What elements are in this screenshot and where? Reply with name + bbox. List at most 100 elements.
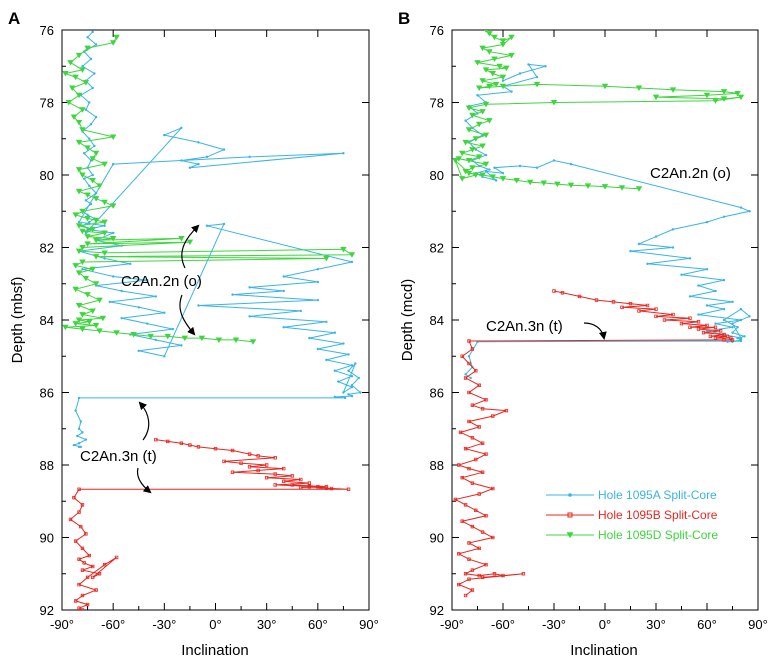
panel-b-hole-1095d-point [479, 45, 486, 52]
panel-b-hole-1095d-point [476, 154, 483, 160]
panel-b-hole-1095d-point [486, 83, 493, 90]
panel-a-hole-1095d-point [89, 156, 96, 162]
panel-b-y-tick-label: 78 [430, 96, 444, 111]
panel-b-hole-1095a-point [697, 313, 700, 316]
panel-b-hole-1095b-point [679, 321, 684, 326]
panel-b-hole-1095a-point [688, 295, 692, 298]
panel-b-hole-1095d-point [499, 38, 507, 44]
panel-b-hole-1095b-point [467, 361, 471, 366]
panel-b-hole-1095b-point [696, 320, 701, 324]
panel-a-hole-1095a-point [325, 358, 328, 362]
panel-b-hole-1095b-point [457, 582, 461, 587]
panel-b-hole-1095d-point [652, 94, 660, 101]
panel-a-hole-1095a-point [93, 72, 96, 75]
panel-a-arrow-down-c2an2n [179, 294, 196, 336]
panel-a-hole-1095d-point [96, 328, 103, 334]
panel-a-hole-1095a-point [94, 43, 98, 46]
panel-a-hole-1095a-point [342, 342, 345, 345]
panel-a-hole-1095b-point [273, 472, 277, 476]
panel-a-hole-1095a-point [337, 380, 340, 383]
panel-a-hole-1095a-point [180, 126, 183, 130]
panel-a-hole-1095a-point [222, 148, 226, 151]
panel-b-letter: B [398, 9, 410, 28]
panel-b-hole-1095a-point [731, 326, 734, 329]
panel-b-hole-1095a-point [484, 170, 488, 173]
panel-a-hole-1095d-point [101, 199, 108, 206]
panel-a-hole-1095d-point [198, 335, 206, 342]
panel-a-hole-1095d-point [72, 263, 79, 269]
panel-b-hole-1095d-point [513, 177, 520, 184]
panel-b-hole-1095b-point [504, 408, 509, 413]
panel-b-hole-1095b-point [460, 354, 464, 358]
panel-a-hole-1095a-point [79, 420, 82, 423]
panel-a-hole-1095a-point [357, 376, 360, 380]
panel-b-hole-1095b-line [453, 290, 734, 596]
panel-b-hole-1095d-point [601, 83, 609, 90]
panel-a-hole-1095b-point [68, 517, 73, 522]
panel-b-hole-1095b-point [713, 325, 718, 329]
panel-a-hole-1095b-point [319, 485, 323, 490]
panel-a-hole-1095a-point [137, 306, 140, 309]
panel-b-hole-1095a-point [722, 318, 726, 322]
panel-b-hole-1095b-point [654, 314, 658, 319]
panel-b-hole-1095d-point [479, 143, 486, 149]
panel-b-hole-1095d-point [491, 56, 498, 62]
panel-b-hole-1095a-point [518, 164, 522, 168]
panel-b-hole-1095a-point [736, 326, 739, 329]
panel-b-hole-1095a-point [510, 90, 513, 93]
panel-b: B -90° -60° -30° 0° 30° 60° 90° 76 78 80 82 84 86 88 9… [398, 9, 768, 659]
panel-a-hole-1095d-point [84, 292, 91, 298]
panel-a-hole-1095a-point [163, 355, 166, 358]
panel-a-hole-1095a-point [146, 278, 149, 282]
panel-b-hole-1095a-point [739, 339, 743, 343]
panel-a-hole-1095a-point [350, 374, 354, 378]
panel-b-hole-1095a-point [722, 278, 726, 282]
panel-b-hole-1095a-point [714, 289, 717, 293]
panel-a-hole-1095d-point [92, 217, 100, 224]
panel-a-hole-1095a-point [197, 162, 200, 166]
panel-a-hole-1095b-point [84, 532, 88, 536]
panel-a-hole-1095d-point [92, 196, 100, 202]
panel-a-hole-1095d-point [109, 40, 117, 46]
panel-a-hole-1095d-point [75, 303, 83, 309]
panel-a-hole-1095d-point [101, 219, 108, 226]
panel-a-hole-1095b-point [80, 546, 85, 551]
panel-a-hole-1095a-point [197, 304, 200, 307]
panel-a-hole-1095d-point [82, 80, 90, 86]
panel-a-hole-1095d-point [92, 281, 100, 287]
panel-b-hole-1095d-point [703, 92, 711, 99]
panel-a-annotation-c2an3n: C2An.3n (t) [80, 448, 157, 465]
panel-a-hole-1095b-point [114, 555, 119, 560]
panel-a-hole-1095b-point [77, 510, 81, 514]
panel-b-y-tick-label: 76 [430, 23, 444, 38]
panel-b-hole-1095a-point [527, 63, 530, 66]
panel-a-hole-1095d-point [82, 275, 90, 282]
panel-b-hole-1095d-point [712, 98, 719, 104]
panel-a-hole-1095b-point [273, 483, 277, 487]
panel-b-hole-1095d-point [508, 34, 515, 41]
panel-a-hole-1095a-point [91, 86, 94, 90]
panel-b-hole-1095b-point [470, 403, 475, 407]
panel-a-hole-1095b-point [166, 439, 170, 444]
panel-b-hole-1095a-point [714, 322, 717, 325]
panel-a-hole-1095a-point [86, 213, 89, 217]
panel-a-hole-1095a-point [111, 162, 115, 166]
panel-b-hole-1095b-point [654, 307, 658, 311]
panel-a-hole-1095a-point [84, 231, 88, 235]
panel-b-hole-1095b-point [474, 508, 478, 513]
panel-a-hole-1095d-point [215, 337, 223, 343]
panel-b-hole-1095b-point [628, 301, 633, 306]
panel-a-hole-1095a-point [84, 438, 88, 441]
panel-a-hole-1095b-point [282, 479, 286, 484]
panel-a-hole-1095d-point [186, 239, 194, 246]
panel-b-hole-1095b-point [701, 330, 706, 335]
panel-b-hole-1095d-point [484, 30, 488, 33]
panel-b-hole-1095b-point [491, 486, 495, 491]
panel-a-y-tick-label: 90 [40, 531, 54, 546]
panel-a-hole-1095a-point [88, 184, 91, 188]
panel-a-hole-1095a-point [79, 445, 82, 449]
panel-b-hole-1095d-point [489, 71, 496, 77]
panel-b-annotation-c2an2n: C2An.2n (o) [650, 165, 731, 182]
panel-a-hole-1095a-point [359, 391, 362, 394]
panel-b-hole-1095b-point [484, 514, 488, 518]
